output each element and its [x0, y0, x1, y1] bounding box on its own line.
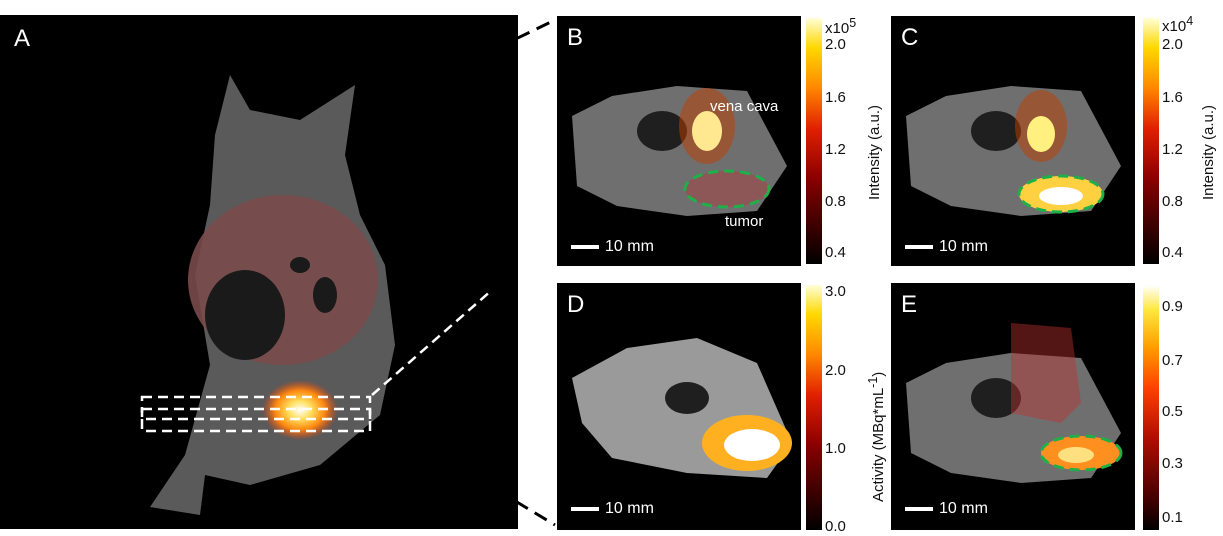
colorbar-c-axis-label: Intensity (a.u.): [1200, 105, 1217, 200]
slice-illustration-d: [557, 283, 801, 530]
slice-illustration-c: [891, 16, 1135, 266]
scale-bar-c: 10 mm: [905, 238, 988, 256]
colorbar-c-tick: 1.6: [1162, 89, 1183, 106]
colorbar-c-tick: 0.4: [1162, 244, 1183, 261]
colorbar-e: [1143, 285, 1159, 530]
vena-cava-label: vena cava: [710, 98, 778, 115]
colorbar-b-tick: 0.4: [825, 244, 846, 261]
slice-illustration-b: [557, 16, 801, 266]
colorbar-e-tick: 0.1: [1162, 509, 1183, 526]
colorbar-d-axis-label: Activity (MBq*mL-1): [866, 372, 887, 502]
panel-e-image: E 10 mm: [891, 283, 1135, 530]
colorbar-b: [806, 18, 822, 264]
colorbar-e-tick: 0.3: [1162, 455, 1183, 472]
colorbar-d-tick: 1.0: [825, 440, 846, 457]
colorbar-c-tick: 0.8: [1162, 193, 1183, 210]
colorbar-b-tick: 2.0: [825, 36, 846, 53]
scale-bar-d: 10 mm: [571, 500, 654, 518]
slice-illustration-e: [891, 283, 1135, 530]
panel-d-image: D 10 mm: [557, 283, 801, 530]
colorbar-d-tick: 0.0: [825, 518, 846, 535]
colorbar-c-tick: 1.2: [1162, 141, 1183, 158]
tumor-label: tumor: [725, 213, 763, 230]
colorbar-b-tick: 1.2: [825, 141, 846, 158]
scale-bar-b: 10 mm: [571, 238, 654, 256]
panel-b-label: B: [567, 24, 583, 52]
colorbar-e-tick: 0.7: [1162, 352, 1183, 369]
colorbar-b-tick: 1.6: [825, 89, 846, 106]
colorbar-c-exponent: x104: [1162, 14, 1193, 35]
colorbar-b-exponent: x105: [825, 16, 856, 37]
panel-c-label: C: [901, 24, 918, 52]
panel-e-label: E: [901, 291, 917, 319]
colorbar-b-tick: 0.8: [825, 193, 846, 210]
colorbar-d: [806, 285, 822, 530]
colorbar-c-tick: 2.0: [1162, 36, 1183, 53]
colorbar-d-tick: 3.0: [825, 283, 846, 300]
panel-d-label: D: [567, 291, 584, 319]
colorbar-e-tick: 0.5: [1162, 403, 1183, 420]
panel-c-image: C 10 mm: [891, 16, 1135, 266]
panel-b-image: B vena cava tumor 10 mm: [557, 16, 801, 266]
colorbar-d-tick: 2.0: [825, 362, 846, 379]
colorbar-e-tick: 0.9: [1162, 298, 1183, 315]
colorbar-b-axis-label: Intensity (a.u.): [866, 105, 883, 200]
colorbar-c: [1143, 18, 1159, 264]
scale-bar-e: 10 mm: [905, 500, 988, 518]
